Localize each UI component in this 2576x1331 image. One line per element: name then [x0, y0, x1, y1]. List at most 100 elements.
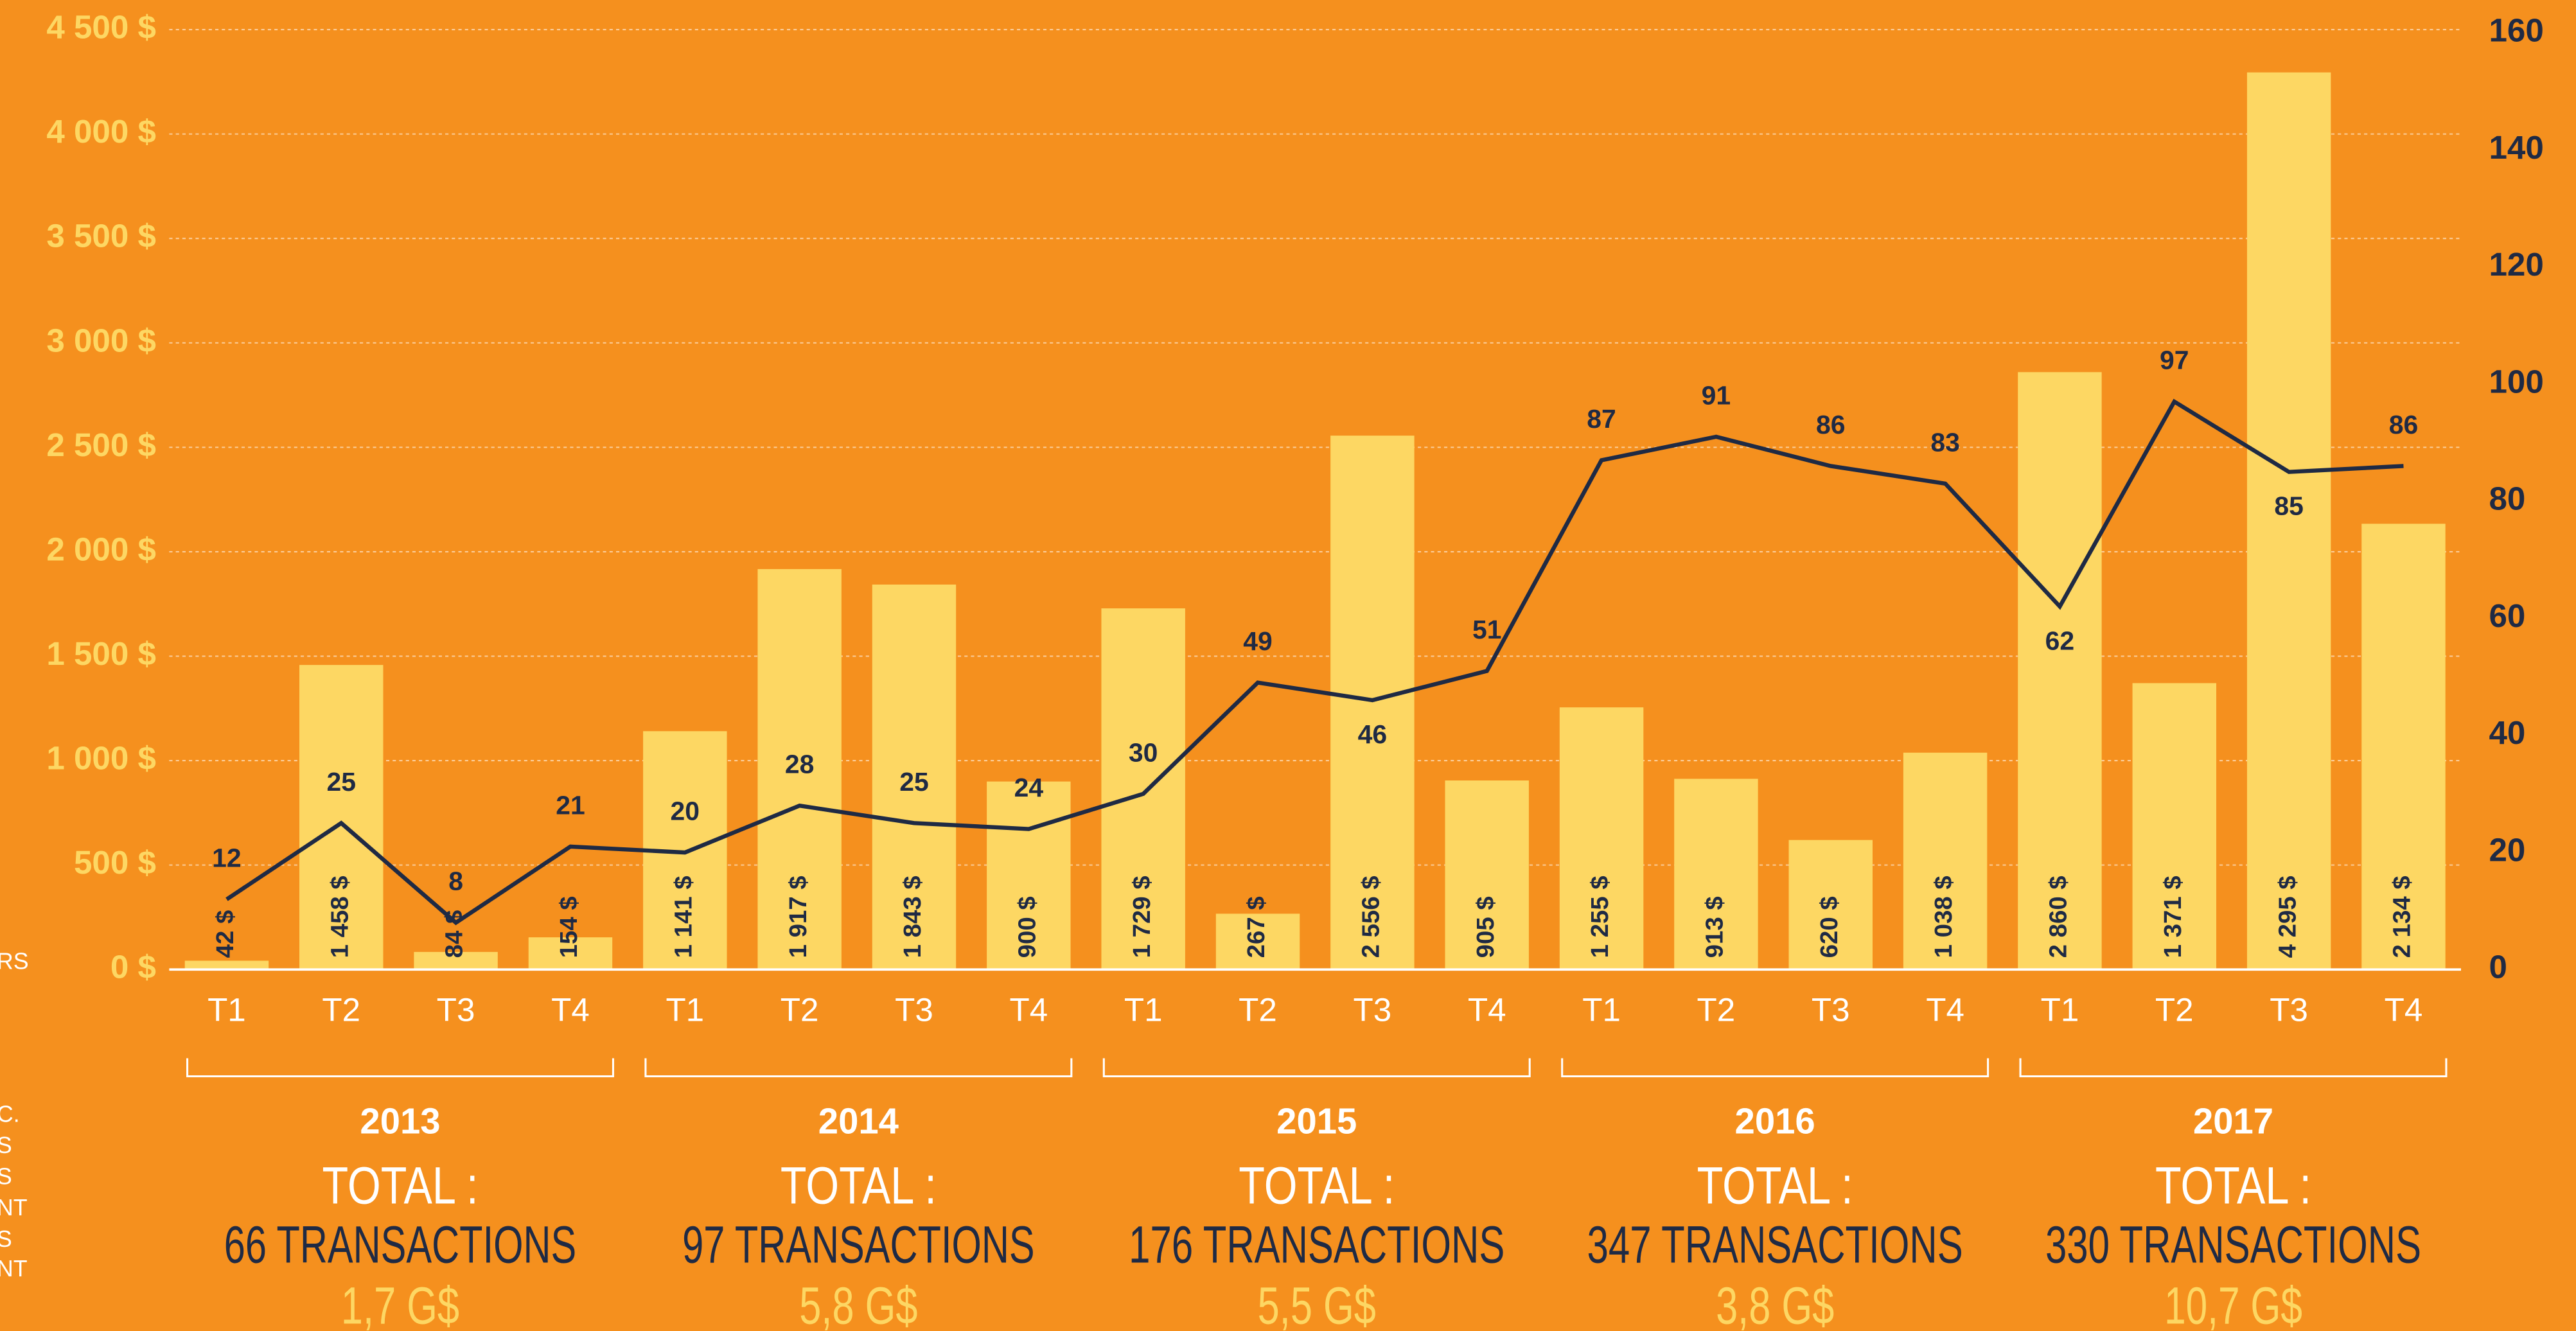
bar: [2246, 72, 2331, 970]
bar: [1445, 780, 1529, 970]
bar: [1788, 840, 1873, 970]
bar-value-label: 154 $: [555, 896, 583, 958]
bar: [872, 584, 957, 970]
y-tick-label: 3 500 $: [46, 218, 156, 254]
line-value-label: 30: [1129, 737, 1158, 767]
y2-tick-label: 100: [2489, 363, 2543, 400]
bar-value-label: 1 141 $: [669, 876, 697, 958]
transactions-line: [225, 398, 2404, 926]
y-tick-label: 0 $: [110, 949, 156, 985]
x-tick-label: T2: [1697, 991, 1736, 1028]
x-tick-label: T2: [781, 991, 819, 1028]
y-tick-label: 4 000 $: [46, 113, 156, 150]
bar-value-label: 1 843 $: [899, 876, 926, 958]
y2-tick-label: 0: [2489, 949, 2507, 985]
x-tick-label: T1: [1582, 991, 1621, 1028]
bar-value-label: 1 371 $: [2159, 876, 2187, 958]
clipped-legend-text: NT: [0, 1195, 28, 1221]
y2-tick-label: 140: [2489, 129, 2543, 166]
amount-label: 5,5 G$: [1258, 1276, 1376, 1331]
transactions-label: 347 TRANSACTIONS: [1587, 1216, 1963, 1274]
line-value-label: 83: [1930, 427, 1960, 457]
bar-value-label: 1 255 $: [1586, 876, 1614, 958]
year-bracket: [186, 1058, 614, 1078]
total-label: TOTAL :: [2155, 1157, 2311, 1215]
line-value-label: 28: [785, 749, 815, 779]
line-value-label: 86: [2389, 410, 2419, 439]
line-value-label: 97: [2160, 346, 2189, 375]
x-tick-label: T4: [2385, 991, 2423, 1028]
x-tick-label: T1: [666, 991, 704, 1028]
bar: [2361, 524, 2446, 970]
y2-tick-label: 40: [2489, 714, 2525, 751]
bar: [184, 960, 269, 970]
x-tick-label: T1: [2041, 991, 2079, 1028]
clipped-legend-text: C.: [0, 1101, 20, 1127]
transactions-label: 97 TRANSACTIONS: [682, 1216, 1035, 1274]
total-label: TOTAL :: [781, 1157, 937, 1215]
y2-tick-label: 80: [2489, 480, 2525, 517]
bar-value-label: 1 917 $: [784, 876, 812, 958]
transactions-label: 330 TRANSACTIONS: [2045, 1216, 2421, 1274]
amount-label: 3,8 G$: [1716, 1276, 1834, 1331]
y-tick-label: 2 000 $: [46, 531, 156, 567]
bar-value-label: 1 038 $: [1930, 876, 1957, 958]
bar: [1674, 779, 1758, 970]
x-tick-label: T2: [2155, 991, 2194, 1028]
bar: [1903, 752, 1988, 970]
line-value-label: 12: [212, 843, 242, 872]
bar: [2132, 683, 2216, 970]
x-tick-label: T2: [322, 991, 360, 1028]
bar: [1215, 913, 1300, 970]
line-value-label: 86: [1816, 410, 1846, 439]
amount-label: 5,8 G$: [799, 1276, 917, 1331]
bar-value-label: 2 134 $: [2388, 876, 2416, 958]
line-value-label: 51: [1472, 615, 1502, 644]
x-tick-label: T4: [551, 991, 590, 1028]
bar: [1330, 436, 1415, 970]
x-tick-label: T3: [1812, 991, 1850, 1028]
line-value-label: 25: [327, 767, 357, 797]
y-tick-label: 500 $: [74, 844, 156, 881]
line-value-label: 91: [1702, 380, 1731, 410]
line-value-label: 85: [2274, 491, 2304, 521]
y-tick-label: 1 500 $: [46, 635, 156, 672]
amount-label: 10,7 G$: [2164, 1276, 2302, 1331]
total-label: TOTAL :: [322, 1157, 479, 1215]
year-bracket: [2019, 1058, 2448, 1078]
x-tick-label: T1: [1124, 991, 1163, 1028]
amount-label: 1,7 G$: [341, 1276, 459, 1331]
x-tick-label: T2: [1239, 991, 1277, 1028]
line-value-label: 24: [1014, 773, 1044, 802]
x-tick-label: T4: [1926, 991, 1964, 1028]
year-label: 2017: [2193, 1101, 2273, 1141]
bar-value-label: 1 729 $: [1128, 876, 1156, 958]
bar-value-label: 1 458 $: [326, 876, 353, 958]
bar-value-label: 913 $: [1701, 896, 1729, 958]
bar: [987, 781, 1071, 970]
line-value-label: 20: [671, 796, 700, 825]
bar: [528, 937, 613, 970]
year-bracket: [1102, 1058, 1531, 1078]
line-value-label: 8: [448, 867, 463, 896]
x-tick-label: T3: [1354, 991, 1392, 1028]
bar: [1559, 707, 1644, 970]
y-tick-label: 3 000 $: [46, 322, 156, 358]
bar: [1101, 608, 1185, 970]
bar-value-label: 620 $: [1815, 896, 1843, 958]
clipped-legend-text: S: [0, 1226, 12, 1252]
transactions-label: 66 TRANSACTIONS: [224, 1216, 577, 1274]
y-tick-label: 1 000 $: [46, 740, 156, 777]
clipped-legend-text: RS: [0, 948, 29, 974]
year-label: 2013: [360, 1101, 440, 1141]
bar-value-label: 905 $: [1472, 896, 1499, 958]
year-label: 2014: [818, 1101, 899, 1141]
year-bracket: [1561, 1058, 1989, 1078]
year-label: 2016: [1735, 1101, 1815, 1141]
line-value-label: 87: [1587, 404, 1616, 434]
y2-tick-label: 160: [2489, 12, 2543, 49]
y2-tick-label: 20: [2489, 831, 2525, 868]
transactions-label: 176 TRANSACTIONS: [1129, 1216, 1504, 1274]
y2-tick-label: 60: [2489, 597, 2525, 634]
